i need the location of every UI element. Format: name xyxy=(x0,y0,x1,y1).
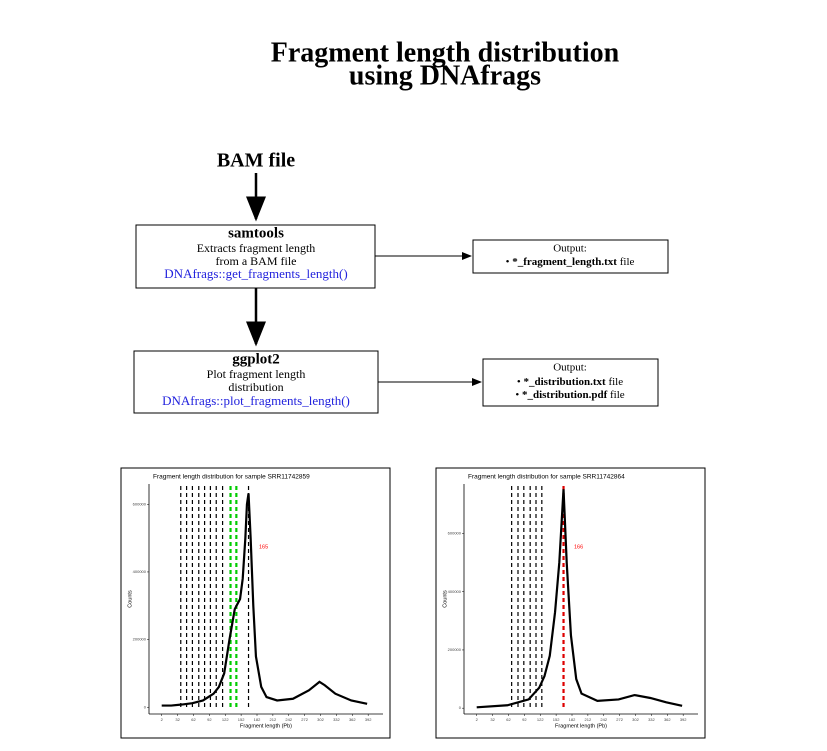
step-text: Extracts fragment length xyxy=(197,241,316,255)
output-heading: Output: xyxy=(553,362,587,374)
x-tick-label: 302 xyxy=(317,717,324,722)
x-axis-label: Fragment length (Pb) xyxy=(240,723,292,729)
x-tick-label: 272 xyxy=(616,717,623,722)
x-axis-label: Fragment length (Pb) xyxy=(555,723,607,729)
x-tick-label: 2 xyxy=(476,717,479,722)
output-file: • *_distribution.txt file xyxy=(517,376,623,388)
y-tick-label: 600000 xyxy=(448,531,462,536)
x-tick-label: 182 xyxy=(254,717,261,722)
x-tick-label: 302 xyxy=(632,717,639,722)
x-tick-label: 272 xyxy=(301,717,308,722)
x-tick-label: 212 xyxy=(585,717,592,722)
x-tick-label: 212 xyxy=(270,717,277,722)
y-tick-label: 600000 xyxy=(133,501,147,506)
x-tick-label: 122 xyxy=(537,717,544,722)
distribution-line xyxy=(161,493,368,707)
input-label: BAM file xyxy=(217,150,295,172)
x-tick-label: 242 xyxy=(600,717,607,722)
x-tick-label: 32 xyxy=(490,717,495,722)
step-text: from a BAM file xyxy=(216,254,297,268)
x-tick-label: 362 xyxy=(664,717,671,722)
x-tick-label: 92 xyxy=(522,717,527,722)
chart-title: Fragment length distribution for sample … xyxy=(468,474,625,481)
y-axis-label: Counts xyxy=(127,590,133,608)
x-tick-label: 362 xyxy=(349,717,356,722)
x-tick-label: 392 xyxy=(365,717,372,722)
x-tick-label: 62 xyxy=(191,717,196,722)
x-tick-label: 182 xyxy=(569,717,576,722)
y-tick-label: 0 xyxy=(144,704,147,709)
y-tick-label: 200000 xyxy=(133,637,147,642)
y-tick-label: 400000 xyxy=(448,589,462,594)
x-tick-label: 332 xyxy=(333,717,340,722)
output-box xyxy=(482,358,659,407)
chart-title: Fragment length distribution for sample … xyxy=(153,474,310,481)
distribution-line xyxy=(476,489,683,709)
title: Fragment length distribution xyxy=(271,37,620,68)
tool: ggplot2 xyxy=(232,351,280,367)
chart-frame xyxy=(435,467,706,739)
peak-label: 166 xyxy=(574,544,583,550)
x-tick-label: 2 xyxy=(161,717,164,722)
y-tick-label: 0 xyxy=(459,705,462,710)
y-tick-label: 400000 xyxy=(133,569,147,574)
output-heading: Output: xyxy=(553,243,587,255)
x-tick-label: 242 xyxy=(285,717,292,722)
x-tick-label: 332 xyxy=(648,717,655,722)
step-text: Plot fragment length xyxy=(207,367,306,381)
title: using DNAfrags xyxy=(349,60,541,91)
function: DNAfrags::get_fragments_length() xyxy=(164,266,347,281)
x-tick-label: 32 xyxy=(175,717,180,722)
output-file: • *_distribution.pdf file xyxy=(515,389,624,401)
function: DNAfrags::plot_fragments_length() xyxy=(162,393,350,408)
output-file: • *_fragment_length.txt file xyxy=(506,256,635,268)
x-tick-label: 62 xyxy=(506,717,511,722)
chart-frame xyxy=(120,467,391,739)
x-tick-label: 152 xyxy=(553,717,560,722)
x-tick-label: 92 xyxy=(207,717,212,722)
x-tick-label: 392 xyxy=(680,717,687,722)
step-text: distribution xyxy=(228,380,283,394)
peak-label: 165 xyxy=(259,544,268,550)
x-tick-label: 122 xyxy=(222,717,229,722)
y-axis-label: Counts xyxy=(442,590,448,608)
x-tick-label: 152 xyxy=(238,717,245,722)
tool: samtools xyxy=(228,225,284,241)
y-tick-label: 200000 xyxy=(448,647,462,652)
output-box xyxy=(472,239,669,274)
